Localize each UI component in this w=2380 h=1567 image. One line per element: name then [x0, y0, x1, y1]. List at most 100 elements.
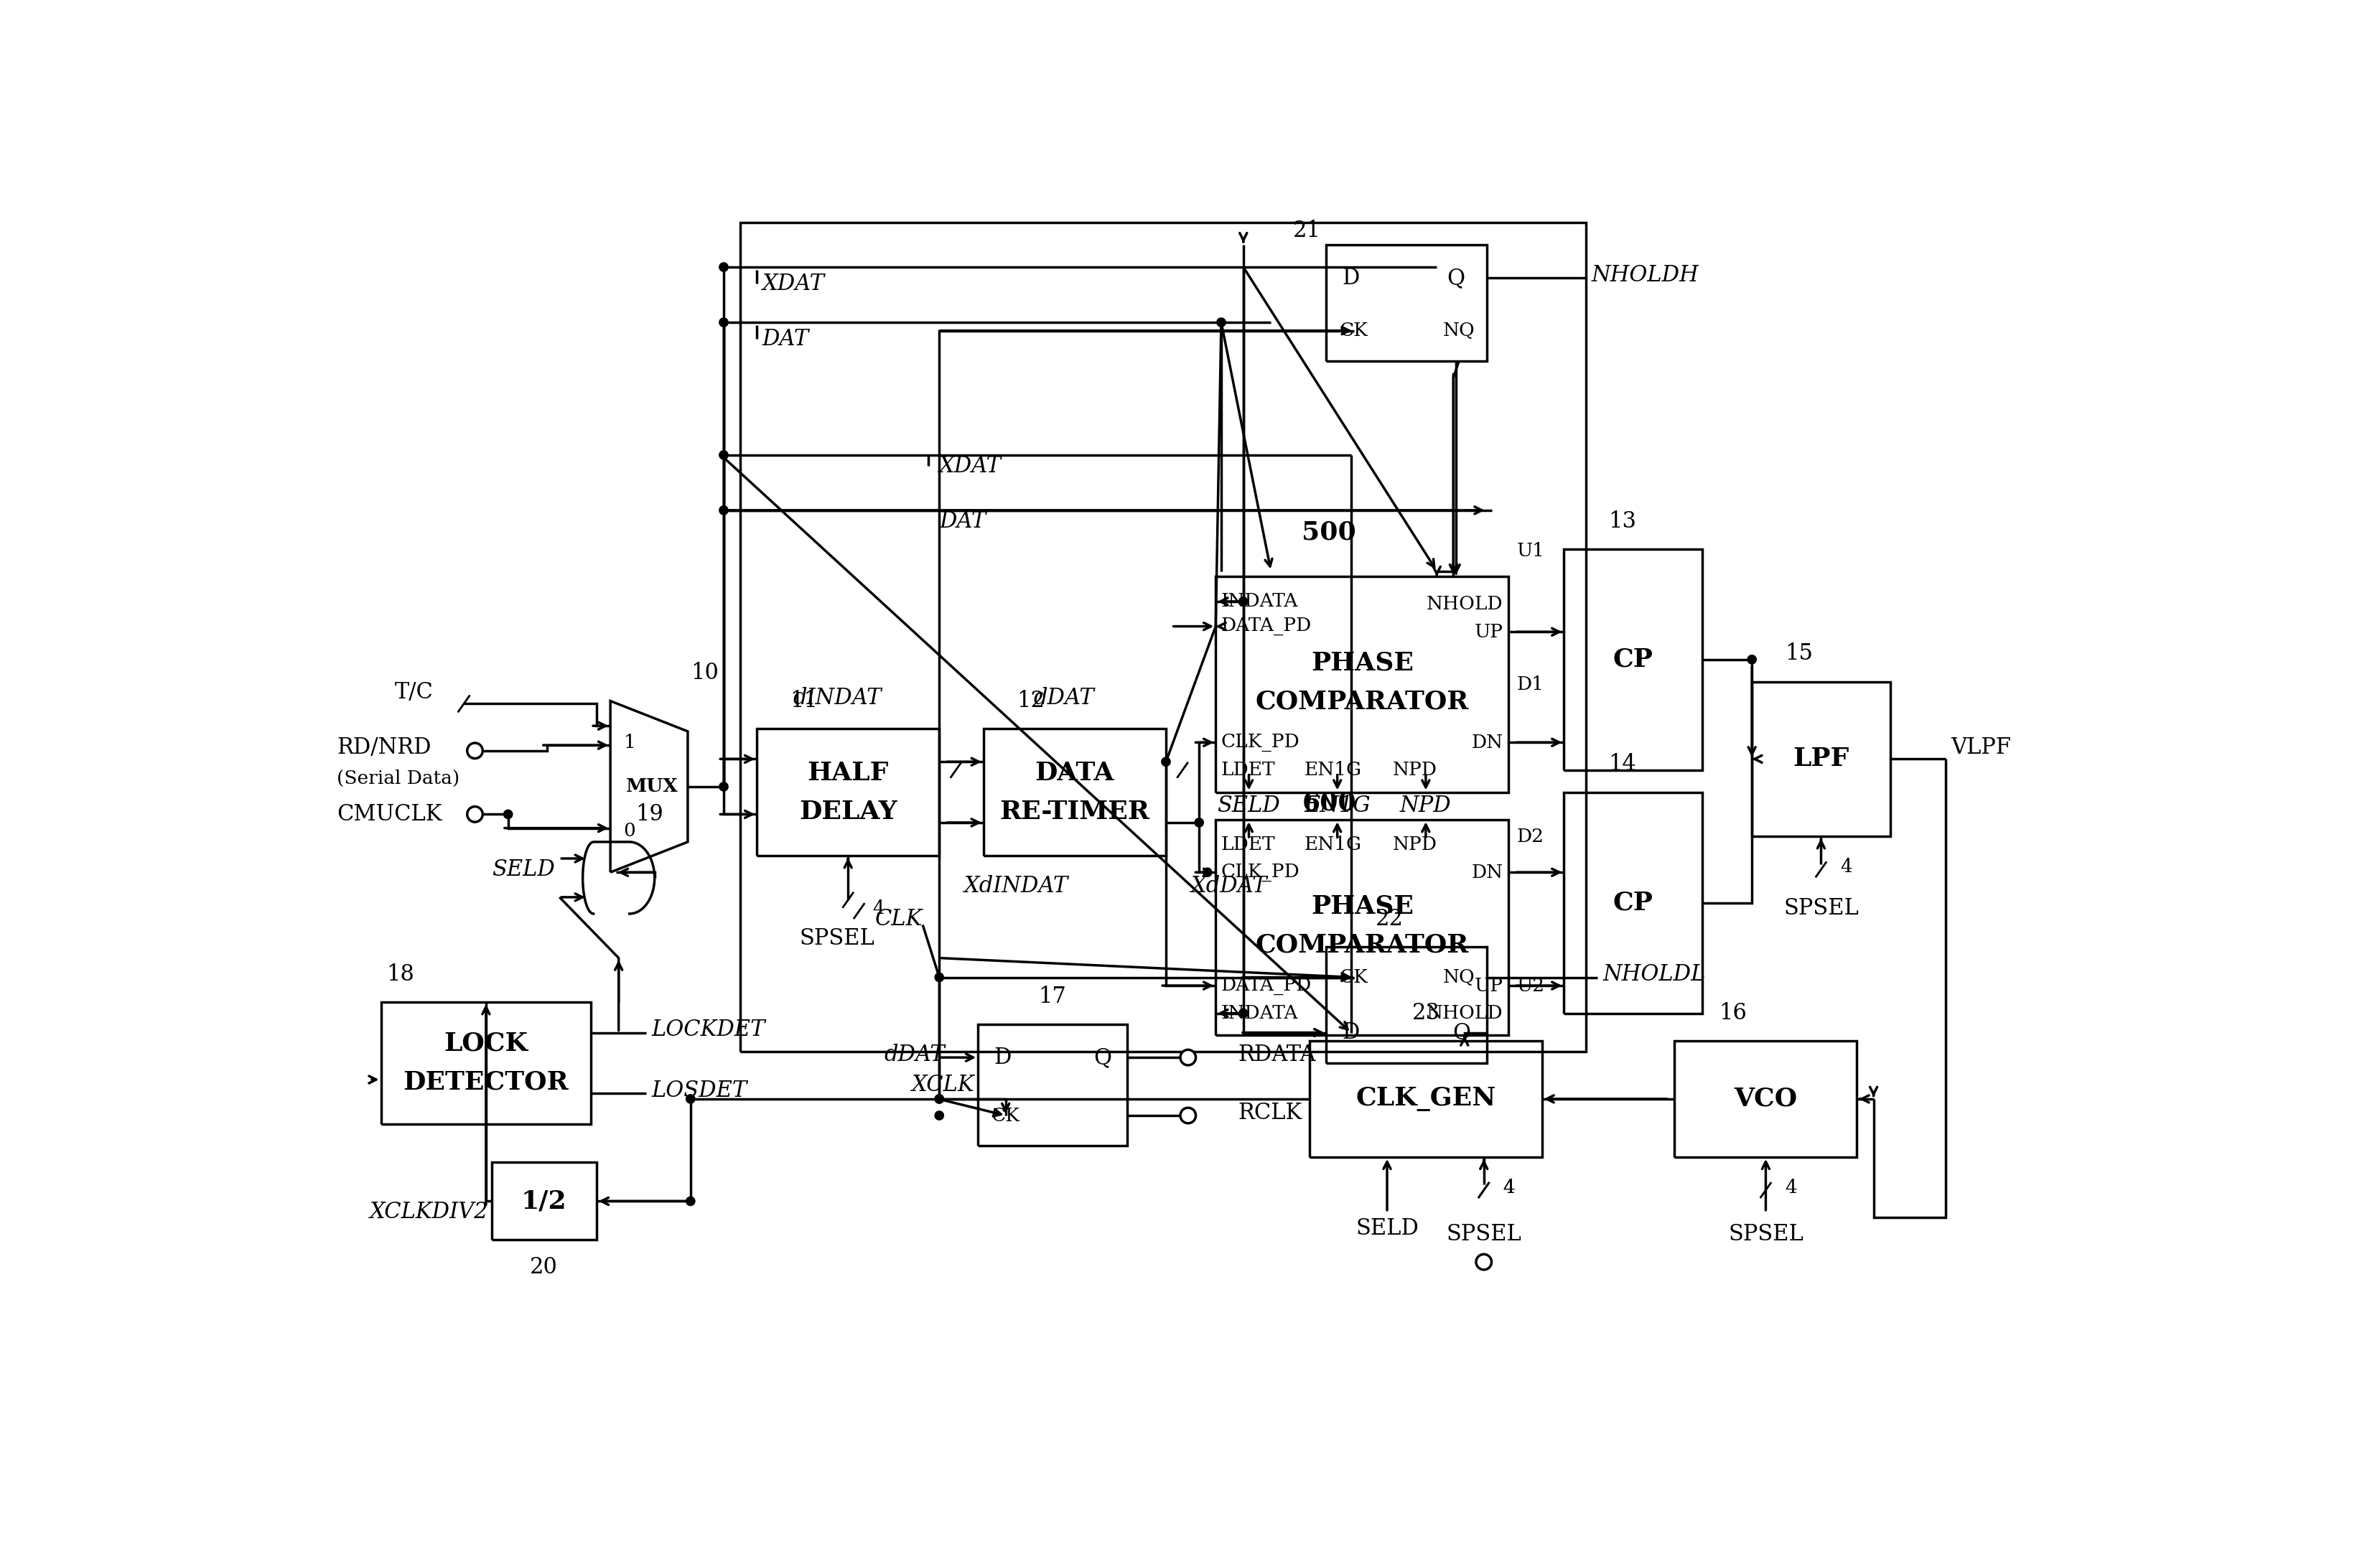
Text: CK: CK [1340, 321, 1368, 340]
Text: 500: 500 [1302, 520, 1357, 545]
Text: 21: 21 [1292, 219, 1321, 243]
Text: HALF: HALF [807, 760, 888, 785]
Text: 4: 4 [1502, 1178, 1514, 1196]
Circle shape [719, 506, 728, 514]
Circle shape [1180, 1108, 1195, 1124]
Circle shape [466, 807, 483, 823]
Text: NHOLD: NHOLD [1426, 595, 1502, 613]
Text: CLK_PD: CLK_PD [1221, 863, 1299, 881]
Text: U1: U1 [1516, 542, 1545, 559]
Circle shape [1202, 868, 1211, 876]
Text: 1: 1 [624, 733, 635, 752]
Text: CK: CK [990, 1106, 1019, 1125]
Text: 4: 4 [1840, 857, 1852, 876]
Text: VCO: VCO [1733, 1087, 1797, 1111]
Text: RE-TIMER: RE-TIMER [1000, 799, 1150, 824]
Text: DATA: DATA [1035, 760, 1114, 785]
Circle shape [935, 1094, 942, 1103]
Circle shape [1238, 1009, 1247, 1017]
Text: CP: CP [1614, 890, 1652, 915]
Text: SPSEL: SPSEL [800, 928, 873, 950]
Text: dINDAT: dINDAT [793, 686, 881, 710]
Text: 22: 22 [1376, 909, 1404, 931]
Text: 1/2: 1/2 [521, 1189, 566, 1213]
Text: DN: DN [1471, 733, 1502, 752]
Text: PHASE: PHASE [1311, 650, 1414, 675]
Text: 18: 18 [386, 964, 414, 986]
Text: CK: CK [1340, 968, 1368, 986]
Circle shape [719, 451, 728, 459]
Circle shape [1195, 818, 1204, 827]
Text: NPD: NPD [1392, 835, 1438, 854]
Text: DETECTOR: DETECTOR [402, 1070, 569, 1094]
Text: UP: UP [1473, 976, 1502, 995]
Circle shape [1747, 655, 1756, 664]
Circle shape [719, 318, 728, 328]
Text: RD/NRD: RD/NRD [336, 736, 431, 758]
Text: T/C: T/C [395, 682, 433, 704]
Text: CMUCLK: CMUCLK [336, 804, 443, 826]
Circle shape [685, 1197, 695, 1205]
Text: CP: CP [1614, 647, 1652, 672]
Text: DELAY: DELAY [800, 799, 897, 824]
Text: SPSEL: SPSEL [1445, 1224, 1521, 1246]
Text: NQ: NQ [1442, 321, 1476, 340]
Circle shape [935, 1094, 942, 1103]
Text: DATA_PD: DATA_PD [1221, 617, 1311, 635]
Text: 0: 0 [624, 821, 635, 840]
Text: 10: 10 [690, 663, 719, 685]
Text: NQ: NQ [1442, 968, 1476, 986]
Text: XdDAT: XdDAT [1190, 874, 1266, 898]
Text: LDET: LDET [1221, 835, 1276, 854]
Text: D1: D1 [1516, 675, 1545, 693]
Text: Q: Q [1092, 1047, 1111, 1069]
Text: INDATA: INDATA [1221, 1004, 1297, 1022]
Text: D: D [1342, 266, 1359, 290]
Text: 14: 14 [1609, 754, 1635, 776]
Text: NPD: NPD [1392, 762, 1438, 779]
Text: COMPARATOR: COMPARATOR [1254, 932, 1468, 957]
Text: D2: D2 [1516, 827, 1545, 845]
Text: XCLKDIV2: XCLKDIV2 [369, 1202, 488, 1224]
Circle shape [1216, 318, 1226, 328]
Text: COMPARATOR: COMPARATOR [1254, 689, 1468, 715]
Text: U2: U2 [1516, 976, 1545, 995]
Text: D: D [995, 1047, 1011, 1069]
Text: XDAT: XDAT [762, 273, 823, 295]
Text: CLK_PD: CLK_PD [1221, 733, 1299, 752]
Text: RCLK: RCLK [1238, 1102, 1302, 1124]
Text: 11: 11 [790, 689, 819, 711]
Text: LOCKDET: LOCKDET [652, 1019, 766, 1040]
Text: LDET: LDET [1221, 762, 1276, 779]
Text: SELD: SELD [1216, 794, 1280, 816]
Text: (Serial Data): (Serial Data) [336, 769, 459, 787]
Circle shape [935, 973, 942, 983]
Text: 4: 4 [1785, 1178, 1797, 1196]
Text: 4: 4 [871, 899, 885, 917]
Text: MUX: MUX [626, 777, 678, 796]
Text: XDAT: XDAT [940, 454, 1002, 478]
Circle shape [1476, 1254, 1492, 1269]
Text: SPSEL: SPSEL [1728, 1224, 1804, 1246]
Circle shape [935, 1111, 942, 1120]
Text: Q: Q [1452, 1022, 1471, 1044]
Text: LOSDET: LOSDET [652, 1080, 747, 1102]
Text: 4: 4 [1502, 1178, 1514, 1196]
Text: EN1G: EN1G [1304, 762, 1361, 779]
Circle shape [685, 1094, 695, 1103]
Text: LPF: LPF [1792, 747, 1849, 771]
Text: PHASE: PHASE [1311, 893, 1414, 918]
Text: CLK: CLK [876, 909, 923, 931]
Text: CLK_GEN: CLK_GEN [1354, 1087, 1495, 1111]
Text: NHOLD: NHOLD [1426, 1004, 1502, 1022]
Text: INDATA: INDATA [1221, 592, 1297, 611]
Text: dDAT: dDAT [1033, 686, 1095, 710]
Text: XdINDAT: XdINDAT [964, 874, 1069, 898]
Text: 20: 20 [531, 1257, 557, 1279]
Text: SPSEL: SPSEL [1783, 898, 1859, 920]
Circle shape [505, 810, 512, 818]
Text: dDAT: dDAT [883, 1044, 945, 1066]
Circle shape [1238, 597, 1247, 606]
Text: EN1G: EN1G [1304, 794, 1371, 816]
Text: VLPF: VLPF [1949, 736, 2011, 758]
